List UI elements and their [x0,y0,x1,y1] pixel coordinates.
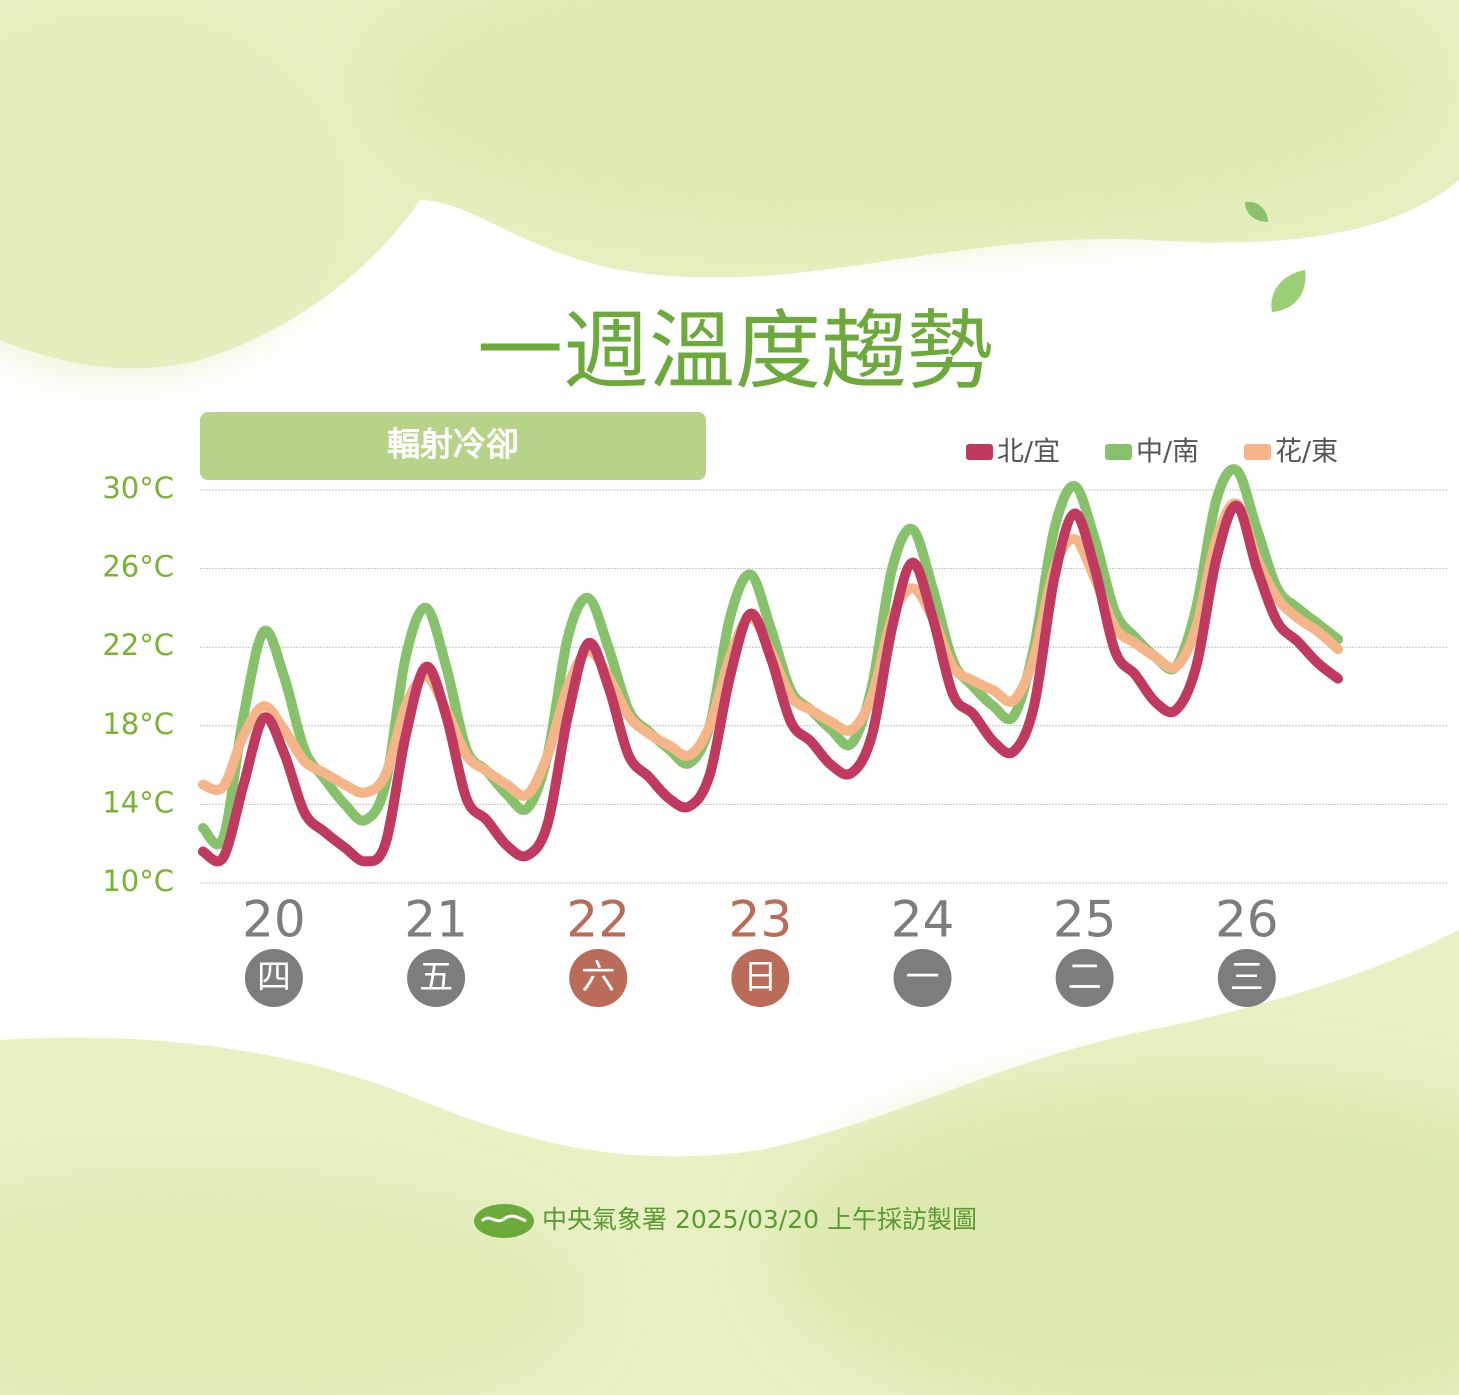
day-label: 22 [566,891,630,949]
day-label: 25 [1053,891,1117,949]
y-tick-label: 18°C [102,707,174,741]
day-label: 20 [242,891,306,949]
weekday-badge [407,949,466,1007]
legend-swatch [966,444,993,460]
weekday-label: 一 [906,958,940,998]
logo [474,1204,534,1238]
legend-label: 花/東 [1275,437,1338,468]
weekday-badge [244,949,303,1007]
y-tick-label: 26°C [102,550,174,584]
legend-label: 中/南 [1136,437,1199,468]
weekday-badge [1055,949,1114,1007]
tag: 輻射冷卻 [387,425,519,464]
y-tick-label: 10°C [102,864,174,898]
weekday-badge [1217,949,1276,1007]
day-label: 24 [891,891,955,949]
legend-label: 北/宜 [997,437,1060,468]
y-tick-label: 30°C [102,471,174,505]
day-label: 23 [729,891,793,949]
weekday-label: 日 [743,958,777,998]
legend-swatch [1244,444,1271,460]
day-label: 26 [1215,891,1279,949]
weekday-label: 五 [419,958,453,998]
weekday-label: 六 [581,958,615,998]
weekday-label: 四 [257,958,291,998]
weekday-label: 三 [1230,958,1264,998]
legend-swatch [1105,444,1132,460]
y-tick-label: 22°C [102,628,174,662]
weekday-label: 二 [1068,958,1102,998]
logo-wave [480,1214,527,1223]
footer: 中央氣象署 2025/03/20 上午採訪製圖 [542,1205,977,1234]
weekday-badge [569,949,628,1007]
weekday-badge [731,949,790,1007]
series-line [198,500,1343,867]
weekday-badge [893,949,952,1007]
y-tick-label: 14°C [102,785,174,819]
chart-title: 一週溫度趨勢 [477,301,993,401]
tag-box [200,412,706,480]
day-label: 21 [404,891,468,949]
